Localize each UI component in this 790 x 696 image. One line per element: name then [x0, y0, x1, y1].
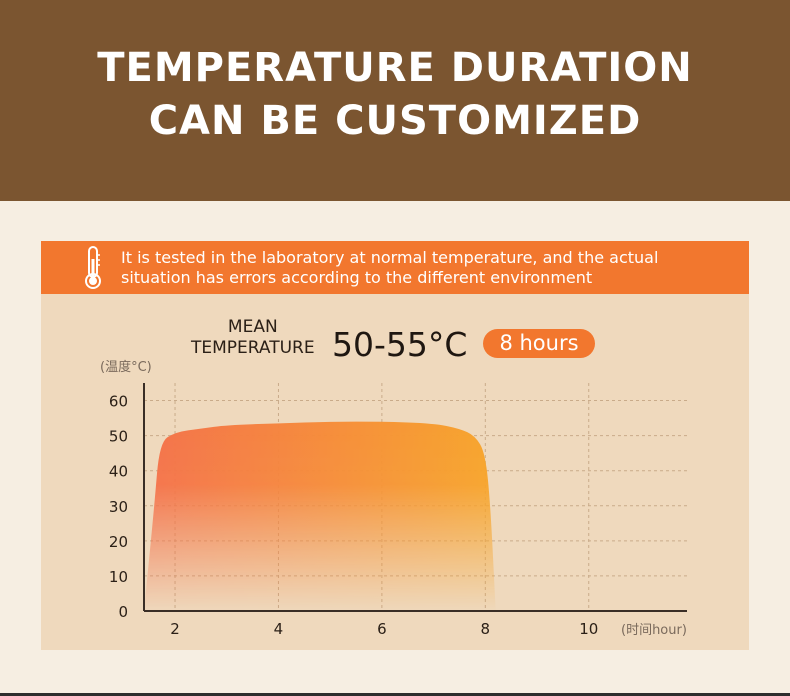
notice-line-2: situation has errors according to the di…	[121, 268, 593, 287]
axes	[143, 383, 687, 612]
mean-temperature-label: MEAN TEMPERATURE	[191, 317, 315, 359]
thermometer-icon	[85, 246, 101, 289]
notice-banner: It is tested in the laboratory at normal…	[41, 241, 749, 294]
mean-label-line-2: TEMPERATURE	[191, 338, 315, 358]
y-tick-label-30: 30	[109, 498, 128, 516]
x-tick-label-4: 4	[274, 620, 284, 638]
page-title: TEMPERATURE DURATION CAN BE CUSTOMIZED	[0, 42, 790, 148]
x-axis-title: (时间hour)	[621, 623, 687, 638]
mean-label-line-1: MEAN	[227, 317, 278, 337]
x-tick-label-6: 6	[377, 620, 387, 638]
y-tick-label-10: 10	[109, 568, 128, 586]
y-tick-label-60: 60	[109, 393, 128, 411]
duration-badge: 8 hours	[483, 329, 595, 358]
y-tick-label-50: 50	[109, 428, 128, 446]
y-axis-title: (温度°C)	[100, 359, 152, 375]
notice-text: It is tested in the laboratory at normal…	[121, 248, 741, 288]
area-series-0	[144, 421, 496, 611]
y-tick-label-40: 40	[109, 463, 128, 481]
bottom-divider	[0, 693, 790, 696]
y-tick-label-0: 0	[118, 603, 128, 621]
x-tick-label-10: 10	[579, 620, 598, 638]
x-tick-label-2: 2	[170, 620, 180, 638]
header-banner: TEMPERATURE DURATION CAN BE CUSTOMIZED	[0, 0, 790, 201]
y-tick-label-20: 20	[109, 533, 128, 551]
area-series	[144, 421, 496, 611]
notice-line-1: It is tested in the laboratory at normal…	[121, 248, 659, 267]
temperature-range: 50-55°C	[332, 325, 468, 364]
x-tick-label-8: 8	[481, 620, 491, 638]
title-line-2: CAN BE CUSTOMIZED	[148, 98, 642, 144]
title-line-1: TEMPERATURE DURATION	[97, 45, 693, 91]
tick-labels: 0 10 20 30 40 50 60 2 4 6 8 10 (温度°C) (时间hour)	[100, 359, 687, 638]
